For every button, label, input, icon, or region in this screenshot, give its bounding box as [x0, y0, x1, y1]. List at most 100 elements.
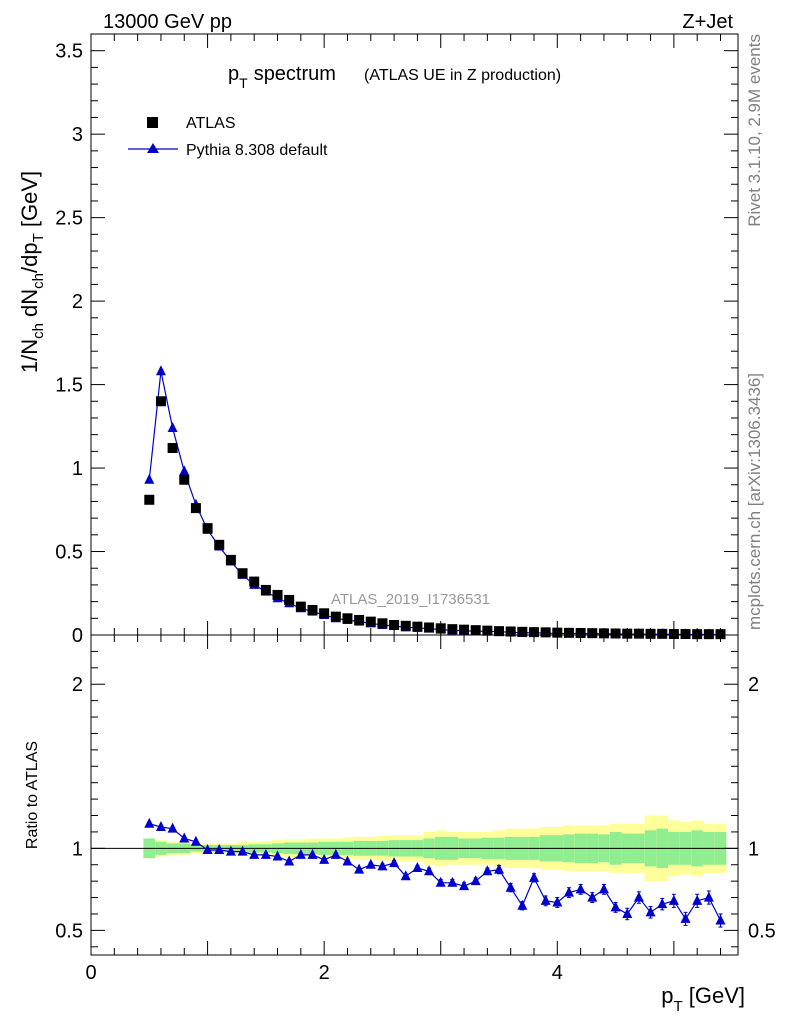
atlas-point: [528, 627, 539, 638]
legend-atlas-marker: [147, 117, 158, 128]
atlas-point: [715, 629, 726, 640]
main-y-tick-label: 3.5: [55, 41, 83, 63]
energy-label: 13000 GeV pp: [103, 11, 232, 33]
atlas-point: [179, 474, 190, 485]
atlas-point: [575, 627, 586, 638]
main-y-tick-label: 1.5: [55, 375, 83, 397]
ratio-point: [225, 845, 236, 856]
atlas-point: [202, 523, 213, 534]
atlas-point: [668, 628, 679, 639]
ratio-point: [528, 871, 539, 882]
atlas-point: [330, 611, 341, 622]
main-y-tick-label: 1: [72, 458, 83, 480]
ratio-point: [319, 853, 330, 864]
atlas-point: [645, 628, 656, 639]
ratio-point: [680, 912, 691, 923]
legend-pythia-marker: [147, 143, 159, 153]
atlas-point: [237, 568, 248, 579]
ratio-point: [307, 848, 318, 859]
atlas-point: [587, 628, 598, 639]
main-y-tick-label: 0.5: [55, 542, 83, 564]
atlas-point: [598, 628, 609, 639]
ratio-y-tick-label: 0.5: [55, 920, 83, 942]
atlas-point: [225, 554, 236, 565]
ratio-point: [330, 848, 341, 859]
atlas-point: [563, 627, 574, 638]
process-label: Z+Jet: [682, 11, 733, 33]
ratio-point: [505, 881, 516, 892]
ratio-point: [400, 870, 411, 881]
atlas-point: [377, 618, 388, 629]
ratio-point: [144, 817, 155, 828]
ratio-point: [563, 886, 574, 897]
ratio-point: [179, 832, 190, 843]
main-y-tick-label: 2.5: [55, 208, 83, 230]
atlas-point: [319, 608, 330, 619]
ratio-point: [435, 876, 446, 887]
atlas-point: [260, 584, 271, 595]
atlas-point: [272, 589, 283, 600]
atlas-point: [214, 539, 225, 550]
main-ylabel: 1/Nch dNch/dpT [GeV]: [17, 171, 47, 373]
atlas-point: [540, 627, 551, 638]
legend: ATLAS Pythia 8.308 default: [128, 115, 328, 159]
ratio-point: [249, 848, 260, 859]
pythia-point: [144, 473, 155, 484]
ratio-point: [482, 865, 493, 876]
ratio-point: [284, 855, 295, 866]
ratio-point: [202, 843, 213, 854]
atlas-point: [295, 601, 306, 612]
ratio-point: [377, 860, 388, 871]
atlas-point: [155, 396, 166, 407]
legend-pythia-label: Pythia 8.308 default: [186, 142, 328, 159]
atlas-point: [190, 503, 201, 514]
atlas-point: [249, 576, 260, 587]
x-axis-label: pT [GeV]: [661, 983, 745, 1015]
ratio-point: [540, 894, 551, 905]
ratio-plot-frame: [90, 634, 739, 956]
ratio-point: [657, 898, 668, 909]
ratio-point: [494, 863, 505, 874]
ratio-point: [295, 848, 306, 859]
pythia-point: [179, 465, 190, 476]
ratio-point: [517, 899, 528, 910]
main-y-tick-label: 0: [72, 625, 83, 647]
analysis-watermark: ATLAS_2019_I1736531: [331, 591, 490, 608]
ratio-point: [622, 907, 633, 918]
chart-title: pT spectrum: [228, 63, 336, 91]
atlas-point: [692, 629, 703, 640]
atlas-point: [354, 614, 365, 625]
ratio-point: [470, 875, 481, 886]
atlas-point: [517, 626, 528, 637]
atlas-point: [447, 624, 458, 635]
ratio-point: [645, 906, 656, 917]
ratio-point: [272, 850, 283, 861]
ratio-point: [633, 891, 644, 902]
ratio-ylabel: Ratio to ATLAS: [24, 741, 41, 849]
mcplots-label: mcplots.cern.ch [arXiv:1306.3436]: [745, 373, 764, 630]
atlas-point: [680, 628, 691, 639]
ratio-point: [692, 894, 703, 905]
ratio-point: [447, 876, 458, 887]
atlas-point: [144, 494, 155, 505]
ratio-point: [552, 896, 563, 907]
ratio-point: [260, 848, 271, 859]
atlas-point: [389, 619, 400, 630]
atlas-point: [424, 622, 435, 633]
ratio-point: [715, 914, 726, 925]
ratio-point: [587, 891, 598, 902]
x-tick-label: 0: [85, 962, 96, 984]
x-tick-label: 4: [552, 962, 563, 984]
ratio-point: [354, 863, 365, 874]
ratio-point: [610, 901, 621, 912]
atlas-point: [459, 624, 470, 635]
ratio-point: [155, 821, 166, 831]
ratio-y-tick-label: 1: [72, 838, 83, 860]
ratio-y-tick-label-right: 1: [748, 838, 759, 860]
atlas-point: [482, 625, 493, 636]
ratio-point: [190, 835, 201, 846]
ratio-point: [459, 880, 470, 891]
atlas-point: [365, 616, 376, 627]
atlas-point: [470, 625, 481, 636]
